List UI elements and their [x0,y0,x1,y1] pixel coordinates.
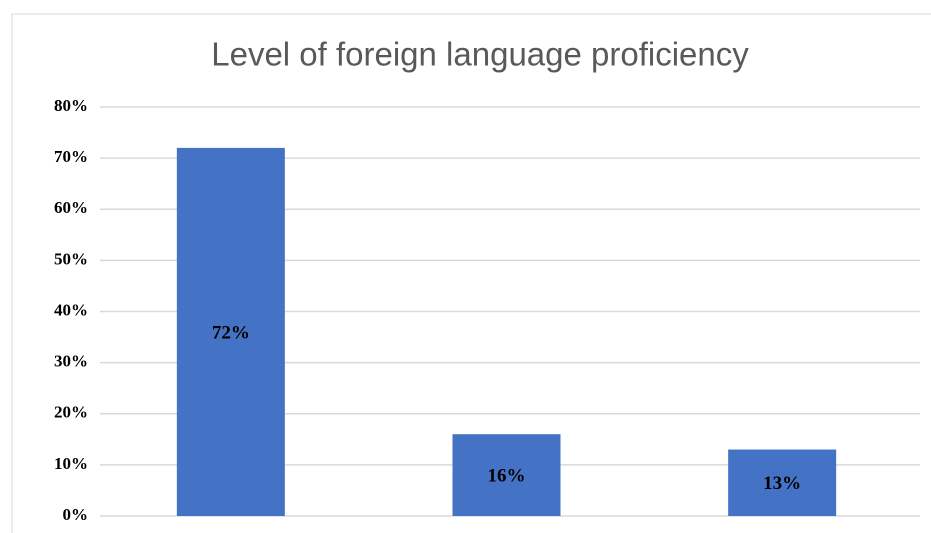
chart-title: Level of foreign language proficiency [211,36,749,73]
y-tick-label: 60% [54,198,88,217]
chart-frame [11,13,931,533]
bar [176,147,285,516]
y-tick-label: 80% [54,96,88,115]
y-tick-label: 10% [54,454,88,473]
y-tick-label: 30% [54,352,88,371]
y-tick-label: 0% [63,505,89,524]
y-tick-label: 70% [54,147,88,166]
y-tick-label: 40% [54,300,88,319]
y-tick-label: 50% [54,249,88,268]
bar [452,434,561,516]
y-tick-label: 20% [54,403,88,422]
data-label: 13% [763,473,801,494]
data-label: 16% [488,465,526,486]
data-label: 72% [212,322,250,343]
bar [728,449,837,516]
